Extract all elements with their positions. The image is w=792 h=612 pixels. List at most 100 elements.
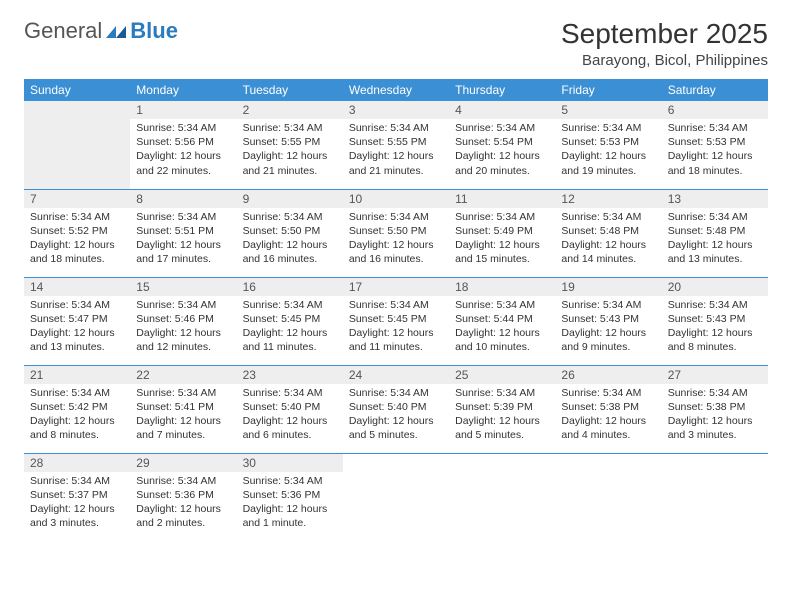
calendar-cell: 24Sunrise: 5:34 AMSunset: 5:40 PMDayligh… bbox=[343, 365, 449, 453]
logo-triangle-icon bbox=[104, 22, 128, 40]
day-number: 7 bbox=[24, 190, 130, 208]
calendar-body: 1Sunrise: 5:34 AMSunset: 5:56 PMDaylight… bbox=[24, 101, 768, 541]
day-number: 22 bbox=[130, 366, 236, 384]
calendar-cell: 15Sunrise: 5:34 AMSunset: 5:46 PMDayligh… bbox=[130, 277, 236, 365]
day-info: Sunrise: 5:34 AMSunset: 5:55 PMDaylight:… bbox=[343, 119, 449, 182]
calendar-cell: 25Sunrise: 5:34 AMSunset: 5:39 PMDayligh… bbox=[449, 365, 555, 453]
calendar-cell: 1Sunrise: 5:34 AMSunset: 5:56 PMDaylight… bbox=[130, 101, 236, 189]
day-info: Sunrise: 5:34 AMSunset: 5:39 PMDaylight:… bbox=[449, 384, 555, 447]
calendar-cell: 9Sunrise: 5:34 AMSunset: 5:50 PMDaylight… bbox=[237, 189, 343, 277]
day-info: Sunrise: 5:34 AMSunset: 5:50 PMDaylight:… bbox=[343, 208, 449, 271]
day-info: Sunrise: 5:34 AMSunset: 5:48 PMDaylight:… bbox=[662, 208, 768, 271]
calendar-cell: 20Sunrise: 5:34 AMSunset: 5:43 PMDayligh… bbox=[662, 277, 768, 365]
calendar-cell: 29Sunrise: 5:34 AMSunset: 5:36 PMDayligh… bbox=[130, 453, 236, 541]
calendar-cell: 28Sunrise: 5:34 AMSunset: 5:37 PMDayligh… bbox=[24, 453, 130, 541]
calendar-cell: 6Sunrise: 5:34 AMSunset: 5:53 PMDaylight… bbox=[662, 101, 768, 189]
day-number: 2 bbox=[237, 101, 343, 119]
calendar-row: 14Sunrise: 5:34 AMSunset: 5:47 PMDayligh… bbox=[24, 277, 768, 365]
calendar-cell: 30Sunrise: 5:34 AMSunset: 5:36 PMDayligh… bbox=[237, 453, 343, 541]
day-number: 26 bbox=[555, 366, 661, 384]
day-info: Sunrise: 5:34 AMSunset: 5:45 PMDaylight:… bbox=[237, 296, 343, 359]
day-number: 10 bbox=[343, 190, 449, 208]
day-number: 16 bbox=[237, 278, 343, 296]
calendar-cell bbox=[24, 101, 130, 189]
day-info: Sunrise: 5:34 AMSunset: 5:38 PMDaylight:… bbox=[555, 384, 661, 447]
calendar-cell: 7Sunrise: 5:34 AMSunset: 5:52 PMDaylight… bbox=[24, 189, 130, 277]
calendar-cell bbox=[555, 453, 661, 541]
day-number: 5 bbox=[555, 101, 661, 119]
day-header: Sunday bbox=[24, 79, 130, 101]
day-number: 23 bbox=[237, 366, 343, 384]
day-number: 24 bbox=[343, 366, 449, 384]
day-info: Sunrise: 5:34 AMSunset: 5:51 PMDaylight:… bbox=[130, 208, 236, 271]
day-info: Sunrise: 5:34 AMSunset: 5:55 PMDaylight:… bbox=[237, 119, 343, 182]
calendar-cell: 10Sunrise: 5:34 AMSunset: 5:50 PMDayligh… bbox=[343, 189, 449, 277]
day-number: 1 bbox=[130, 101, 236, 119]
day-header: Saturday bbox=[662, 79, 768, 101]
day-number: 13 bbox=[662, 190, 768, 208]
day-info: Sunrise: 5:34 AMSunset: 5:36 PMDaylight:… bbox=[130, 472, 236, 535]
day-info: Sunrise: 5:34 AMSunset: 5:36 PMDaylight:… bbox=[237, 472, 343, 535]
day-info: Sunrise: 5:34 AMSunset: 5:50 PMDaylight:… bbox=[237, 208, 343, 271]
calendar-cell: 12Sunrise: 5:34 AMSunset: 5:48 PMDayligh… bbox=[555, 189, 661, 277]
logo: General Blue bbox=[24, 18, 178, 44]
calendar-cell: 14Sunrise: 5:34 AMSunset: 5:47 PMDayligh… bbox=[24, 277, 130, 365]
calendar-cell: 27Sunrise: 5:34 AMSunset: 5:38 PMDayligh… bbox=[662, 365, 768, 453]
calendar-cell: 4Sunrise: 5:34 AMSunset: 5:54 PMDaylight… bbox=[449, 101, 555, 189]
day-info: Sunrise: 5:34 AMSunset: 5:47 PMDaylight:… bbox=[24, 296, 130, 359]
calendar-cell: 23Sunrise: 5:34 AMSunset: 5:40 PMDayligh… bbox=[237, 365, 343, 453]
day-info: Sunrise: 5:34 AMSunset: 5:53 PMDaylight:… bbox=[662, 119, 768, 182]
day-info: Sunrise: 5:34 AMSunset: 5:38 PMDaylight:… bbox=[662, 384, 768, 447]
day-info: Sunrise: 5:34 AMSunset: 5:52 PMDaylight:… bbox=[24, 208, 130, 271]
calendar-row: 7Sunrise: 5:34 AMSunset: 5:52 PMDaylight… bbox=[24, 189, 768, 277]
day-info: Sunrise: 5:34 AMSunset: 5:49 PMDaylight:… bbox=[449, 208, 555, 271]
day-info: Sunrise: 5:34 AMSunset: 5:56 PMDaylight:… bbox=[130, 119, 236, 182]
day-number: 14 bbox=[24, 278, 130, 296]
day-header: Friday bbox=[555, 79, 661, 101]
day-info: Sunrise: 5:34 AMSunset: 5:37 PMDaylight:… bbox=[24, 472, 130, 535]
day-info: Sunrise: 5:34 AMSunset: 5:40 PMDaylight:… bbox=[237, 384, 343, 447]
day-number: 12 bbox=[555, 190, 661, 208]
page-header: General Blue September 2025 Barayong, Bi… bbox=[24, 18, 768, 69]
day-number: 9 bbox=[237, 190, 343, 208]
day-info: Sunrise: 5:34 AMSunset: 5:43 PMDaylight:… bbox=[555, 296, 661, 359]
day-info: Sunrise: 5:34 AMSunset: 5:42 PMDaylight:… bbox=[24, 384, 130, 447]
day-number: 17 bbox=[343, 278, 449, 296]
logo-text-general: General bbox=[24, 18, 102, 44]
calendar-header-row: SundayMondayTuesdayWednesdayThursdayFrid… bbox=[24, 79, 768, 101]
day-number: 6 bbox=[662, 101, 768, 119]
day-header: Monday bbox=[130, 79, 236, 101]
day-number: 30 bbox=[237, 454, 343, 472]
day-number: 15 bbox=[130, 278, 236, 296]
day-number: 21 bbox=[24, 366, 130, 384]
day-number: 18 bbox=[449, 278, 555, 296]
day-info: Sunrise: 5:34 AMSunset: 5:54 PMDaylight:… bbox=[449, 119, 555, 182]
calendar-row: 1Sunrise: 5:34 AMSunset: 5:56 PMDaylight… bbox=[24, 101, 768, 189]
calendar-cell: 13Sunrise: 5:34 AMSunset: 5:48 PMDayligh… bbox=[662, 189, 768, 277]
day-info: Sunrise: 5:34 AMSunset: 5:44 PMDaylight:… bbox=[449, 296, 555, 359]
day-info: Sunrise: 5:34 AMSunset: 5:46 PMDaylight:… bbox=[130, 296, 236, 359]
calendar-row: 21Sunrise: 5:34 AMSunset: 5:42 PMDayligh… bbox=[24, 365, 768, 453]
day-number: 19 bbox=[555, 278, 661, 296]
location-text: Barayong, Bicol, Philippines bbox=[561, 52, 768, 69]
day-number: 3 bbox=[343, 101, 449, 119]
calendar-table: SundayMondayTuesdayWednesdayThursdayFrid… bbox=[24, 79, 768, 541]
day-info: Sunrise: 5:34 AMSunset: 5:43 PMDaylight:… bbox=[662, 296, 768, 359]
calendar-cell: 22Sunrise: 5:34 AMSunset: 5:41 PMDayligh… bbox=[130, 365, 236, 453]
day-header: Thursday bbox=[449, 79, 555, 101]
day-number: 4 bbox=[449, 101, 555, 119]
calendar-cell bbox=[449, 453, 555, 541]
day-header: Tuesday bbox=[237, 79, 343, 101]
day-number: 25 bbox=[449, 366, 555, 384]
day-info: Sunrise: 5:34 AMSunset: 5:40 PMDaylight:… bbox=[343, 384, 449, 447]
month-title: September 2025 bbox=[561, 18, 768, 50]
calendar-cell: 21Sunrise: 5:34 AMSunset: 5:42 PMDayligh… bbox=[24, 365, 130, 453]
calendar-cell: 2Sunrise: 5:34 AMSunset: 5:55 PMDaylight… bbox=[237, 101, 343, 189]
calendar-cell: 5Sunrise: 5:34 AMSunset: 5:53 PMDaylight… bbox=[555, 101, 661, 189]
day-number: 29 bbox=[130, 454, 236, 472]
day-header: Wednesday bbox=[343, 79, 449, 101]
day-number: 20 bbox=[662, 278, 768, 296]
day-number: 11 bbox=[449, 190, 555, 208]
calendar-cell: 26Sunrise: 5:34 AMSunset: 5:38 PMDayligh… bbox=[555, 365, 661, 453]
calendar-cell bbox=[343, 453, 449, 541]
